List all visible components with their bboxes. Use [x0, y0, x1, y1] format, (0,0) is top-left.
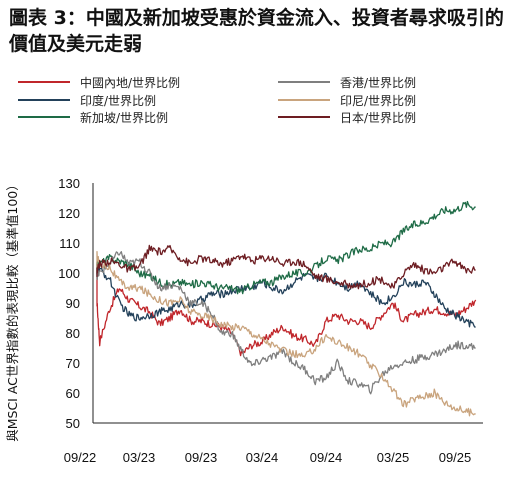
legend-label-hongkong: 香港/世界比例: [340, 75, 417, 90]
y-tick-label: 110: [59, 236, 80, 251]
x-tick-label: 09/22: [64, 450, 97, 465]
y-axis-label: 與MSCI AC世界指數的表現比較（基準值100）: [5, 178, 20, 442]
legend-swatch-india: [18, 99, 70, 101]
legend-label-indonesia: 印尼/世界比例: [340, 93, 417, 108]
legend-item-indonesia: 印尼/世界比例: [278, 93, 417, 108]
x-tick-label: 09/24: [310, 450, 343, 465]
y-tick-label: 100: [58, 266, 80, 281]
legend-label-india: 印度/世界比例: [80, 93, 157, 108]
x-tick-label: 03/24: [246, 450, 279, 465]
legend-label-japan: 日本/世界比例: [340, 110, 417, 125]
series-line-singapore: [96, 200, 476, 295]
x-ticks: 09/22 03/23 09/23 03/24 09/24 03/25 09/25: [64, 450, 472, 465]
legend-swatch-indonesia: [278, 99, 330, 101]
y-tick-label: 60: [66, 386, 80, 401]
x-tick-label: 03/25: [377, 450, 410, 465]
x-tick-label: 03/23: [123, 450, 156, 465]
legend-item-japan: 日本/世界比例: [278, 110, 417, 125]
series-line-indonesia: [96, 251, 476, 417]
y-tick-label: 130: [58, 176, 80, 191]
series-line-hongkong: [96, 251, 476, 395]
series-line-india: [96, 260, 476, 328]
x-tick-label: 09/23: [185, 450, 218, 465]
legend-swatch-china: [18, 81, 70, 83]
legend-item-singapore: 新加坡/世界比例: [18, 110, 169, 125]
y-tick-label: 80: [66, 326, 80, 341]
legend-item-china: 中國內地/世界比例: [18, 75, 181, 90]
y-ticks: 50 60 70 80 90 100 110 120 130: [58, 176, 80, 431]
legend-item-india: 印度/世界比例: [18, 93, 157, 108]
series-line-japan: [96, 244, 476, 290]
legend-swatch-hongkong: [278, 81, 330, 83]
y-tick-label: 70: [66, 356, 80, 371]
series-lines: [96, 200, 477, 417]
chart-title: 圖表 3：中國及新加坡受惠於資金流入、投資者尋求吸引的價值及美元走弱: [9, 7, 504, 55]
y-tick-label: 50: [66, 416, 80, 431]
legend-label-china: 中國內地/世界比例: [80, 75, 181, 90]
legend-swatch-japan: [278, 116, 330, 118]
legend-item-hongkong: 香港/世界比例: [278, 75, 417, 90]
y-tick-label: 90: [66, 296, 80, 311]
y-tick-label: 120: [58, 206, 80, 221]
legend-label-singapore: 新加坡/世界比例: [80, 110, 169, 125]
x-tick-label: 09/25: [439, 450, 472, 465]
legend-swatch-singapore: [18, 116, 70, 118]
series-line-china: [96, 276, 477, 357]
